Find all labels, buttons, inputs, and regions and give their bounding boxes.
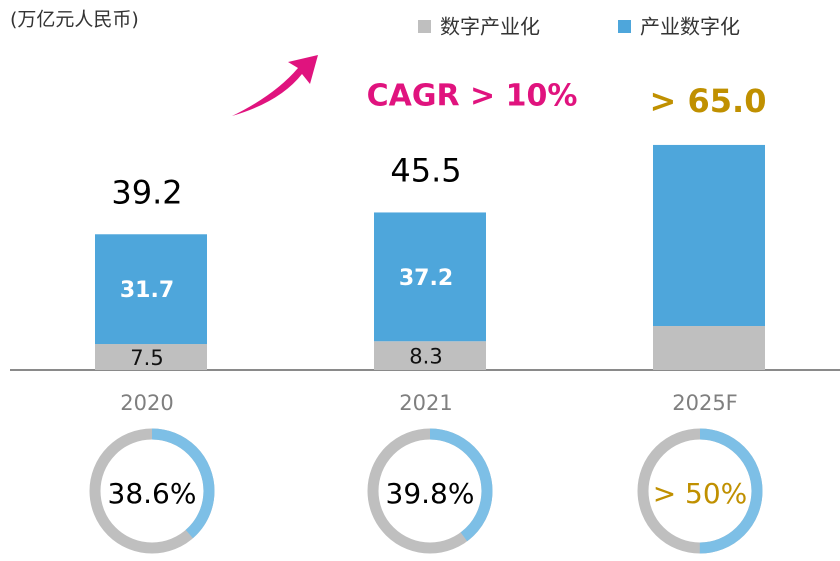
legend-label: 产业数字化	[640, 15, 740, 39]
total-label: 45.5	[390, 151, 461, 189]
total-label: 39.2	[111, 173, 182, 211]
bar-value-label: 7.5	[130, 346, 163, 370]
legend-swatch	[618, 20, 631, 33]
legend-swatch	[418, 20, 431, 33]
donut-arc	[89, 428, 215, 554]
donut-arc	[637, 428, 763, 554]
total-label: > 65.0	[650, 82, 767, 120]
donut-arc	[367, 428, 493, 554]
bar-segment	[374, 341, 486, 370]
x-tick-label: 2021	[399, 391, 452, 415]
bar-value-label: 37.2	[399, 266, 453, 291]
unit-label: (万亿元人民币)	[10, 9, 139, 31]
bar-segment	[95, 344, 207, 370]
bar-segment	[374, 212, 486, 342]
annotation: CAGR > 10%	[367, 79, 578, 114]
donut-label: > 50%	[653, 477, 748, 510]
donut-label: 39.8%	[386, 477, 475, 510]
growth-arrow	[232, 55, 318, 116]
bar-segment	[653, 326, 765, 370]
x-tick-label: 2025F	[672, 391, 738, 415]
bar-segment	[653, 144, 765, 327]
bar-segment	[95, 234, 207, 345]
legend-label: 数字产业化	[440, 15, 540, 39]
donut-label: 38.6%	[108, 477, 197, 510]
bar-value-label: 31.7	[120, 278, 174, 303]
bar-value-label: 8.3	[409, 345, 442, 369]
x-tick-label: 2020	[120, 391, 173, 415]
